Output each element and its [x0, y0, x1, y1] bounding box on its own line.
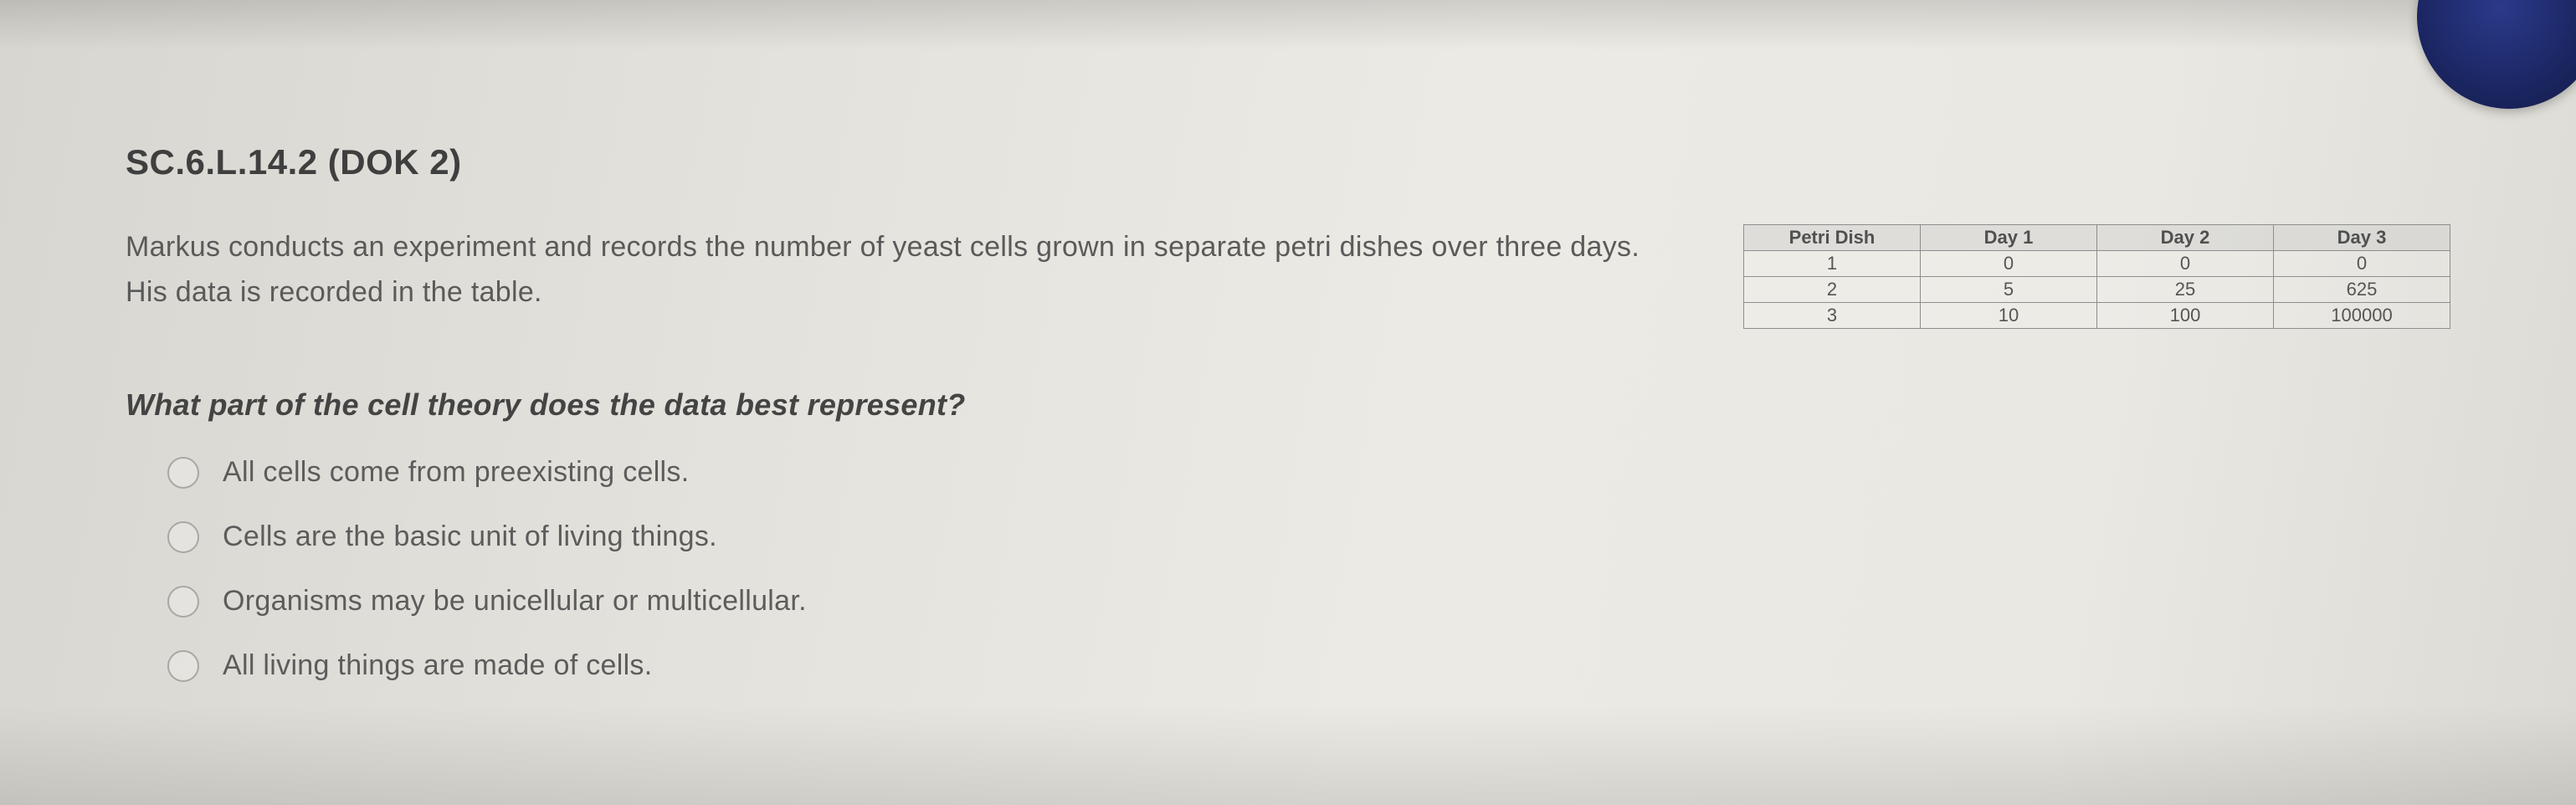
- answer-option[interactable]: All cells come from preexisting cells.: [167, 456, 2450, 489]
- table-cell: 0: [2274, 251, 2450, 277]
- option-label: All living things are made of cells.: [223, 649, 652, 682]
- option-label: Cells are the basic unit of living thing…: [223, 520, 717, 553]
- table-cell: 625: [2274, 277, 2450, 303]
- table-cell: 0: [2097, 251, 2274, 277]
- table-header: Day 1: [1921, 225, 2097, 251]
- table-cell: 100000: [2274, 303, 2450, 329]
- table-cell: 100: [2097, 303, 2274, 329]
- vignette-top: [0, 0, 2576, 50]
- question-block: SC.6.L.14.2 (DOK 2) Markus conducts an e…: [126, 142, 2450, 714]
- table-cell: 0: [1921, 251, 2097, 277]
- vignette-bottom: [0, 705, 2576, 805]
- answer-options: All cells come from preexisting cells. C…: [167, 456, 2450, 682]
- radio-icon[interactable]: [167, 650, 199, 682]
- answer-option[interactable]: All living things are made of cells.: [167, 649, 2450, 682]
- table-cell: 1: [1744, 251, 1921, 277]
- answer-option[interactable]: Organisms may be unicellular or multicel…: [167, 585, 2450, 618]
- table-cell: 2: [1744, 277, 1921, 303]
- table-header: Day 3: [2274, 225, 2450, 251]
- answer-option[interactable]: Cells are the basic unit of living thing…: [167, 520, 2450, 553]
- question-prompt: What part of the cell theory does the da…: [126, 387, 2450, 423]
- table-header-row: Petri Dish Day 1 Day 2 Day 3: [1744, 225, 2450, 251]
- table-header: Petri Dish: [1744, 225, 1921, 251]
- table-cell: 3: [1744, 303, 1921, 329]
- standard-heading: SC.6.L.14.2 (DOK 2): [126, 142, 2450, 182]
- radio-icon[interactable]: [167, 521, 199, 553]
- data-table-wrap: Petri Dish Day 1 Day 2 Day 3 1 0 0 0 2: [1743, 224, 2450, 329]
- radio-icon[interactable]: [167, 457, 199, 489]
- corner-badge-icon: [2417, 0, 2576, 109]
- option-label: Organisms may be unicellular or multicel…: [223, 585, 807, 618]
- table-row: 1 0 0 0: [1744, 251, 2450, 277]
- radio-icon[interactable]: [167, 586, 199, 618]
- data-table: Petri Dish Day 1 Day 2 Day 3 1 0 0 0 2: [1743, 224, 2450, 329]
- table-header: Day 2: [2097, 225, 2274, 251]
- table-row: 2 5 25 625: [1744, 277, 2450, 303]
- intro-text: Markus conducts an experiment and record…: [126, 224, 1676, 315]
- intro-row: Markus conducts an experiment and record…: [126, 224, 2450, 329]
- option-label: All cells come from preexisting cells.: [223, 456, 689, 489]
- table-cell: 25: [2097, 277, 2274, 303]
- table-row: 3 10 100 100000: [1744, 303, 2450, 329]
- table-cell: 10: [1921, 303, 2097, 329]
- table-cell: 5: [1921, 277, 2097, 303]
